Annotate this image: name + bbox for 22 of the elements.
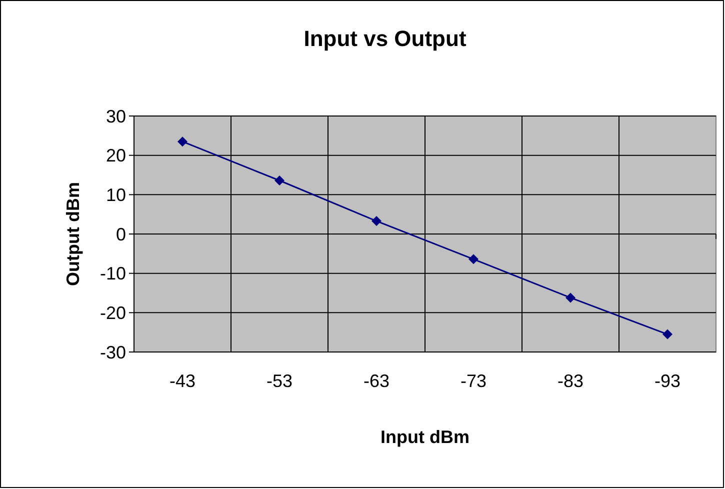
x-tick-label: -93 [654,371,681,391]
y-tick-label: -30 [100,342,126,362]
y-tick-label: 0 [116,224,126,244]
x-tick-label: -73 [460,371,487,391]
x-tick-label: -83 [557,371,584,391]
point [274,176,284,186]
x-axis-title: Input dBm [380,427,470,447]
point [372,216,382,226]
x-tick-label: -63 [363,371,390,391]
point [178,136,188,147]
chart-title: Input vs Output [304,26,467,51]
y-tick-label: -20 [100,302,126,323]
point [662,329,672,340]
point [566,292,576,303]
point [468,254,478,264]
x-tick-label: -43 [169,371,196,391]
y-tick-label: 10 [106,184,126,205]
y-tick-label: 30 [106,106,126,126]
y-tick-label: 20 [106,146,126,166]
y-tick-label: -10 [100,264,126,284]
y-axis-title: Output dBm [63,182,83,286]
x-tick-label: -53 [266,371,293,391]
